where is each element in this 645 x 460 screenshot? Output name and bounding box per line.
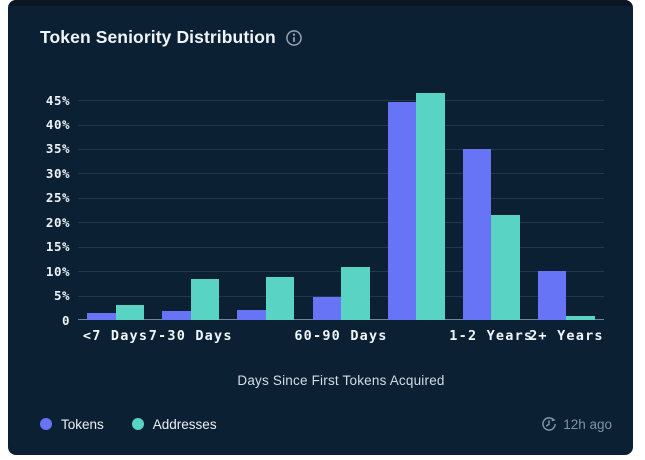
y-tick-label: 45% <box>45 92 70 108</box>
chart-title: Token Seniority Distribution <box>40 27 276 47</box>
y-tick-label: 15% <box>45 239 70 255</box>
bar-tokens-3[interactable] <box>312 296 341 320</box>
last-updated: 12h ago <box>541 416 612 432</box>
last-updated-text: 12h ago <box>563 416 612 432</box>
gridline <box>78 173 604 175</box>
bar-tokens-4[interactable] <box>387 101 417 320</box>
gridline <box>78 246 604 248</box>
legend-label: Addresses <box>152 416 217 432</box>
tokens-dot-icon <box>40 418 52 430</box>
gridline <box>78 148 604 150</box>
history-clock-icon <box>541 416 557 432</box>
gridline <box>78 124 604 126</box>
bar-addresses-5[interactable] <box>491 214 520 320</box>
gridline <box>78 100 604 102</box>
legend: Tokens Addresses <box>40 417 217 432</box>
bar-addresses-1[interactable] <box>190 278 220 320</box>
y-tick-label: 20% <box>45 214 70 230</box>
y-tick-label: 35% <box>45 141 70 157</box>
x-tick-label: 1-2 Years <box>449 328 534 344</box>
bar-tokens-2[interactable] <box>237 310 266 320</box>
bar-tokens-5[interactable] <box>462 149 492 320</box>
x-axis: <7 Days 7-30 Days 60-90 Days 1-2 Years 2+ Ye… <box>78 328 604 348</box>
legend-label: Tokens <box>61 416 104 432</box>
bar-addresses-4[interactable] <box>416 92 445 320</box>
x-tick-label: 2+ Years <box>529 328 604 344</box>
addresses-dot-icon <box>131 418 144 430</box>
gridline <box>78 222 604 224</box>
info-icon[interactable] <box>285 29 303 47</box>
y-tick-label: 5% <box>53 288 70 304</box>
x-tick-label: 7-30 Days <box>148 328 233 344</box>
y-tick-label: 0 <box>61 312 70 328</box>
card-footer: Tokens Addresses 12h ago <box>40 411 612 437</box>
y-tick-label: 30% <box>45 165 70 181</box>
x-tick-label: 60-90 Days <box>294 328 388 344</box>
bar-addresses-2[interactable] <box>265 277 295 320</box>
bar-tokens-0[interactable] <box>87 312 116 320</box>
bar-addresses-6[interactable] <box>566 316 595 320</box>
legend-item-addresses[interactable]: Addresses <box>131 416 217 432</box>
bar-tokens-1[interactable] <box>162 311 191 320</box>
bar-tokens-6[interactable] <box>537 271 567 320</box>
x-axis-title: Days Since First Tokens Acquired <box>237 373 445 388</box>
card-header: Token Seniority Distribution <box>40 27 303 48</box>
bar-addresses-0[interactable] <box>115 305 145 320</box>
bar-addresses-3[interactable] <box>341 267 370 320</box>
legend-item-tokens[interactable]: Tokens <box>40 417 104 432</box>
plot-area <box>78 84 604 320</box>
chart-card: Token Seniority Distribution 45% 40% 35% 30… <box>8 0 633 455</box>
card-top-edge <box>8 0 633 6</box>
y-tick-label: 10% <box>45 263 70 279</box>
y-tick-label: 25% <box>45 190 70 206</box>
gridline <box>78 197 604 199</box>
x-tick-label: <7 Days <box>82 328 149 344</box>
y-tick-label: 40% <box>45 117 70 133</box>
y-axis: 45% 40% 35% 30% 25% 20% 15% 10% 5% 0 <box>8 84 70 328</box>
